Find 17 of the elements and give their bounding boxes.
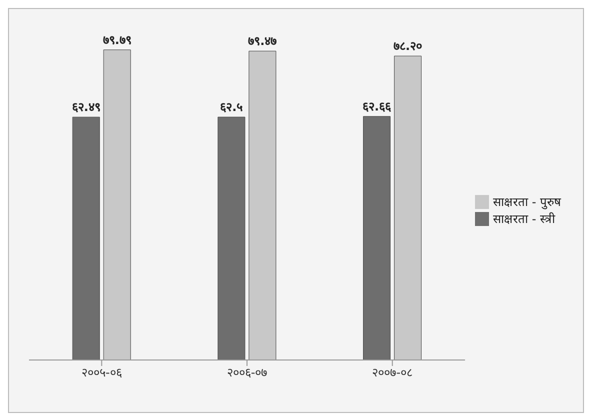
x-tick-label: २००५-०६ [82,366,122,380]
data-label: ७९.४७ [248,34,278,48]
legend-label: साक्षरता - पुरुष [493,194,561,208]
bar [248,50,276,360]
bar [218,116,246,360]
data-label: ६२.६६ [362,99,392,114]
bar [103,50,131,360]
legend-label: साक्षरता - स्त्री [493,212,555,226]
data-label: ६२.५ [220,100,243,114]
data-label: ७८.२० [394,39,422,53]
data-label: ६२.४९ [72,100,100,114]
bar [72,116,100,360]
x-tick-label: २००६-०७ [226,366,268,380]
bar [363,116,391,360]
bar [394,56,422,360]
data-label: ७९.७९ [102,32,132,47]
x-tick-label: २००७-०८ [372,366,413,380]
